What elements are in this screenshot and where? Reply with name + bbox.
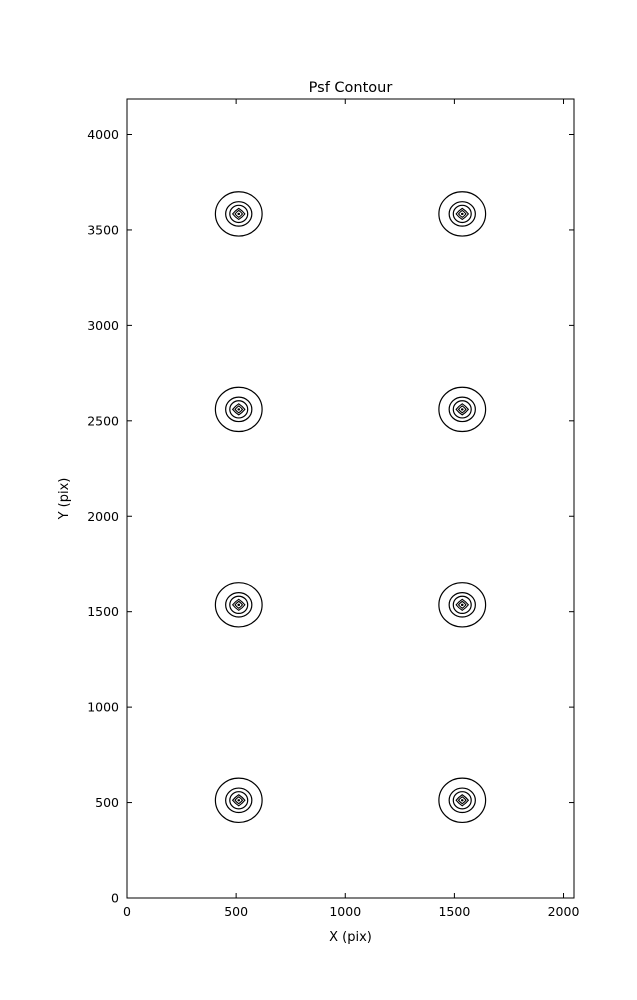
contour-ring bbox=[225, 396, 253, 423]
contour-ring bbox=[452, 204, 472, 224]
psf-contour-cluster bbox=[438, 191, 487, 237]
contour-ring bbox=[231, 207, 246, 221]
psf-contour-cluster bbox=[214, 777, 263, 824]
contour-ring bbox=[457, 209, 467, 219]
plot-title: Psf Contour bbox=[309, 80, 393, 96]
contour-ring bbox=[452, 791, 472, 810]
psf-contour-cluster bbox=[214, 191, 263, 237]
contour-ring bbox=[231, 794, 246, 807]
y-tick-label: 3000 bbox=[87, 318, 119, 333]
contour-peak-dot bbox=[460, 799, 464, 802]
contour-ring bbox=[455, 794, 470, 807]
contours-layer bbox=[214, 191, 487, 824]
contour-ring bbox=[214, 191, 263, 237]
contour-ring bbox=[457, 600, 467, 609]
contour-ring bbox=[457, 796, 467, 805]
contour-peak-dot bbox=[460, 408, 464, 411]
contour-ring bbox=[231, 598, 246, 612]
contour-peak-dot bbox=[237, 603, 241, 606]
contour-ring bbox=[234, 405, 244, 414]
psf-contour-cluster bbox=[214, 386, 263, 433]
y-tick-label: 3500 bbox=[87, 222, 119, 237]
contour-ring bbox=[452, 595, 472, 615]
contour-ring bbox=[455, 207, 470, 221]
contour-ring bbox=[455, 403, 470, 416]
x-tick-label: 2000 bbox=[548, 904, 580, 919]
axes-layer: 0 500 1000 1500 2000 0 500 1000 1500 2000 2500 3000… bbox=[87, 98, 580, 919]
contour-ring bbox=[455, 598, 470, 612]
contour-ring bbox=[438, 386, 487, 433]
y-tick-label: 500 bbox=[95, 795, 119, 810]
contour-ring bbox=[438, 582, 487, 628]
contour-peak-dot bbox=[460, 212, 464, 216]
contour-ring bbox=[225, 787, 253, 814]
contour-ring bbox=[214, 386, 263, 433]
contour-ring bbox=[225, 592, 253, 618]
y-tick-label: 1000 bbox=[87, 700, 119, 715]
contour-ring bbox=[234, 796, 244, 805]
contour-ring bbox=[229, 400, 249, 419]
contour-ring bbox=[231, 403, 246, 416]
contour-ring bbox=[438, 777, 487, 824]
contour-peak-dot bbox=[237, 212, 241, 216]
contour-peak-dot bbox=[237, 408, 241, 411]
contour-peak-dot bbox=[237, 799, 241, 802]
contour-ring bbox=[234, 209, 244, 219]
psf-contour-cluster bbox=[214, 582, 263, 628]
y-tick-label: 0 bbox=[111, 891, 119, 906]
x-tick-label: 1500 bbox=[438, 904, 470, 919]
contour-ring bbox=[448, 396, 476, 423]
plot-frame bbox=[126, 98, 575, 899]
contour-ring bbox=[448, 201, 476, 227]
contour-ring bbox=[234, 600, 244, 609]
contour-ring bbox=[438, 191, 487, 237]
y-tick-label: 2000 bbox=[87, 509, 119, 524]
x-tick-label: 500 bbox=[224, 904, 248, 919]
contour-ring bbox=[214, 777, 263, 824]
contour-ring bbox=[225, 201, 253, 227]
x-tick-label: 0 bbox=[123, 904, 131, 919]
contour-ring bbox=[229, 595, 249, 615]
contour-ring bbox=[229, 791, 249, 810]
contour-ring bbox=[452, 400, 472, 419]
y-axis-label: Y (pix) bbox=[57, 478, 72, 521]
contour-ring bbox=[448, 592, 476, 618]
contour-ring bbox=[448, 787, 476, 814]
psf-contour-cluster bbox=[438, 582, 487, 628]
x-axis-label: X (pix) bbox=[329, 930, 372, 945]
y-tick-label: 2500 bbox=[87, 413, 119, 428]
contour-peak-dot bbox=[460, 603, 464, 606]
contour-ring bbox=[457, 405, 467, 414]
psf-contour-cluster bbox=[438, 386, 487, 433]
contour-ring bbox=[214, 582, 263, 628]
psf-contour-cluster bbox=[438, 777, 487, 824]
x-tick-label: 1000 bbox=[329, 904, 361, 919]
y-tick-label: 1500 bbox=[87, 604, 119, 619]
contour-ring bbox=[229, 204, 249, 224]
y-tick-label: 4000 bbox=[87, 127, 119, 142]
